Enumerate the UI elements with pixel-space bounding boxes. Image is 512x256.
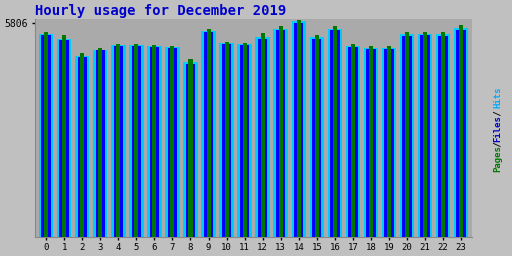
Bar [366, 49, 376, 237]
Bar [328, 29, 342, 237]
Bar [457, 30, 466, 237]
Text: Hits: Hits [493, 87, 502, 108]
Bar [348, 47, 357, 237]
Bar [279, 26, 283, 237]
Bar [294, 23, 304, 237]
Bar [400, 34, 414, 237]
Bar [129, 45, 143, 237]
Bar [150, 47, 159, 237]
Bar [385, 49, 394, 237]
Bar [116, 44, 120, 237]
Bar [93, 50, 108, 237]
Bar [346, 46, 360, 237]
Bar [39, 34, 53, 237]
Bar [183, 62, 198, 237]
Bar [219, 43, 234, 237]
Bar [96, 50, 105, 237]
Text: Pages: Pages [493, 146, 502, 173]
Bar [111, 45, 125, 237]
Bar [222, 45, 231, 237]
Bar [132, 47, 141, 237]
Bar [255, 37, 270, 237]
Bar [75, 56, 90, 237]
Bar [168, 48, 177, 237]
Bar [454, 28, 468, 237]
Bar [240, 45, 249, 237]
Bar [418, 34, 432, 237]
Bar [441, 32, 445, 237]
Bar [364, 48, 378, 237]
Bar [44, 32, 48, 237]
Bar [382, 48, 396, 237]
Bar [420, 35, 430, 237]
Bar [405, 32, 409, 237]
Bar [170, 46, 175, 237]
Bar [59, 40, 69, 237]
Bar [315, 35, 319, 237]
Bar [273, 29, 288, 237]
Bar [402, 36, 412, 237]
Bar [134, 45, 138, 237]
Bar [114, 46, 123, 237]
Bar [243, 42, 247, 237]
Bar [258, 39, 267, 237]
Bar [165, 47, 180, 237]
Bar [225, 42, 228, 237]
Bar [188, 59, 193, 237]
Bar [387, 46, 391, 237]
Bar [98, 48, 102, 237]
Bar [312, 39, 322, 237]
Bar [351, 44, 355, 237]
Bar [238, 44, 252, 237]
Bar [147, 46, 162, 237]
Text: /: / [493, 136, 502, 152]
Bar [204, 32, 213, 237]
Bar [330, 30, 339, 237]
Bar [201, 31, 216, 237]
Bar [423, 32, 427, 237]
Bar [310, 37, 324, 237]
Bar [436, 34, 451, 237]
Text: /: / [493, 105, 502, 121]
Bar [297, 20, 301, 237]
Bar [333, 26, 337, 237]
Bar [62, 35, 66, 237]
Bar [369, 46, 373, 237]
Text: Files: Files [493, 115, 502, 142]
Bar [438, 36, 448, 237]
Bar [206, 29, 210, 237]
Text: Hourly usage for December 2019: Hourly usage for December 2019 [35, 4, 287, 18]
Bar [291, 21, 306, 237]
Bar [261, 33, 265, 237]
Bar [77, 57, 87, 237]
Bar [57, 39, 71, 237]
Bar [276, 30, 285, 237]
Bar [459, 25, 463, 237]
Bar [153, 45, 157, 237]
Bar [41, 35, 51, 237]
Bar [80, 53, 84, 237]
Bar [186, 64, 195, 237]
